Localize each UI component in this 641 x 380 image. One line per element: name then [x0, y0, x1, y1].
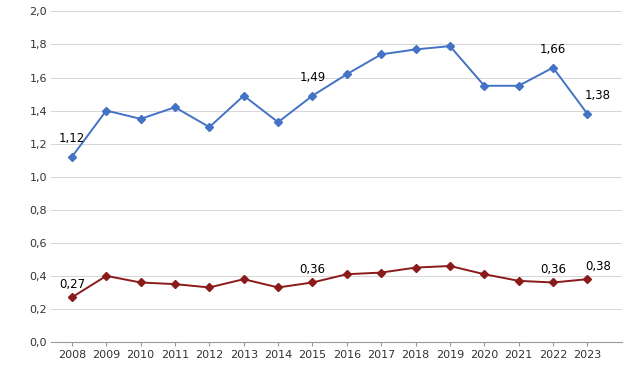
- Text: 0,38: 0,38: [585, 260, 611, 272]
- Text: 0,36: 0,36: [540, 263, 566, 276]
- Text: 1,66: 1,66: [540, 43, 566, 56]
- Text: 1,49: 1,49: [299, 71, 326, 84]
- Text: 1,12: 1,12: [59, 132, 85, 145]
- Text: 0,27: 0,27: [59, 278, 85, 291]
- Text: 1,38: 1,38: [585, 89, 611, 102]
- Text: 0,36: 0,36: [299, 263, 326, 276]
